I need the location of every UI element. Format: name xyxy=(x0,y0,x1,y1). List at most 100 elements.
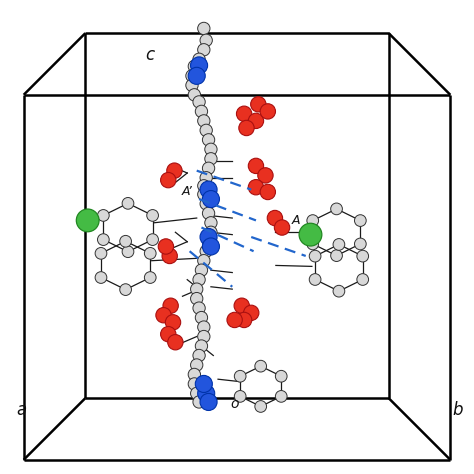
Ellipse shape xyxy=(195,311,208,324)
Ellipse shape xyxy=(275,391,287,402)
Ellipse shape xyxy=(188,67,205,84)
Ellipse shape xyxy=(244,305,259,320)
Ellipse shape xyxy=(191,387,203,400)
Ellipse shape xyxy=(251,97,266,112)
Ellipse shape xyxy=(193,396,205,408)
Ellipse shape xyxy=(191,57,208,74)
Ellipse shape xyxy=(202,134,215,146)
Ellipse shape xyxy=(331,250,342,262)
Ellipse shape xyxy=(200,124,212,137)
Ellipse shape xyxy=(205,143,217,155)
Ellipse shape xyxy=(200,228,217,246)
Ellipse shape xyxy=(202,236,215,248)
Ellipse shape xyxy=(147,234,158,246)
Ellipse shape xyxy=(234,298,249,313)
Ellipse shape xyxy=(188,368,201,381)
Ellipse shape xyxy=(195,375,212,392)
Ellipse shape xyxy=(193,302,205,314)
Ellipse shape xyxy=(198,321,210,333)
Ellipse shape xyxy=(186,79,198,91)
Ellipse shape xyxy=(274,220,290,235)
Ellipse shape xyxy=(198,330,210,343)
Ellipse shape xyxy=(95,247,107,259)
Ellipse shape xyxy=(200,245,212,257)
Ellipse shape xyxy=(188,378,201,390)
Ellipse shape xyxy=(156,308,171,323)
Ellipse shape xyxy=(198,180,210,192)
Ellipse shape xyxy=(205,153,217,165)
Ellipse shape xyxy=(198,44,210,56)
Ellipse shape xyxy=(167,163,182,178)
Ellipse shape xyxy=(205,217,217,229)
Ellipse shape xyxy=(200,34,212,46)
Ellipse shape xyxy=(198,22,210,35)
Ellipse shape xyxy=(98,234,109,246)
Ellipse shape xyxy=(193,53,205,65)
Ellipse shape xyxy=(255,401,266,412)
Ellipse shape xyxy=(161,327,176,342)
Ellipse shape xyxy=(237,312,252,328)
Ellipse shape xyxy=(227,312,242,328)
Ellipse shape xyxy=(205,226,217,238)
Ellipse shape xyxy=(357,250,369,262)
Ellipse shape xyxy=(195,340,208,352)
Text: a: a xyxy=(16,401,27,419)
Ellipse shape xyxy=(145,272,156,283)
Ellipse shape xyxy=(198,255,210,267)
Ellipse shape xyxy=(76,209,99,232)
Ellipse shape xyxy=(355,238,366,250)
Ellipse shape xyxy=(191,283,203,295)
Ellipse shape xyxy=(198,188,210,201)
Ellipse shape xyxy=(333,238,345,250)
Ellipse shape xyxy=(188,60,201,73)
Ellipse shape xyxy=(193,96,205,108)
Ellipse shape xyxy=(95,272,107,283)
Ellipse shape xyxy=(307,215,319,227)
Ellipse shape xyxy=(198,115,210,127)
Ellipse shape xyxy=(122,198,134,209)
Ellipse shape xyxy=(193,273,205,286)
Ellipse shape xyxy=(239,120,254,136)
Ellipse shape xyxy=(162,248,177,264)
Ellipse shape xyxy=(202,191,219,208)
Ellipse shape xyxy=(188,89,201,101)
Ellipse shape xyxy=(120,236,131,247)
Ellipse shape xyxy=(122,246,134,257)
Ellipse shape xyxy=(202,207,215,219)
Ellipse shape xyxy=(307,238,319,250)
Ellipse shape xyxy=(331,203,342,215)
Text: b: b xyxy=(452,401,463,419)
Text: o: o xyxy=(230,397,239,411)
Ellipse shape xyxy=(357,273,369,285)
Ellipse shape xyxy=(98,210,109,221)
Ellipse shape xyxy=(309,273,321,285)
Text: c: c xyxy=(145,46,154,64)
Ellipse shape xyxy=(195,105,208,118)
Ellipse shape xyxy=(200,181,217,198)
Ellipse shape xyxy=(333,285,345,297)
Ellipse shape xyxy=(258,168,273,183)
Ellipse shape xyxy=(237,106,252,121)
Ellipse shape xyxy=(309,250,321,262)
Ellipse shape xyxy=(195,264,208,276)
Ellipse shape xyxy=(200,198,212,210)
Ellipse shape xyxy=(202,238,219,255)
Ellipse shape xyxy=(260,104,275,119)
Ellipse shape xyxy=(145,247,156,259)
Ellipse shape xyxy=(191,292,203,305)
Ellipse shape xyxy=(200,393,217,410)
Ellipse shape xyxy=(248,180,264,195)
Ellipse shape xyxy=(234,370,246,382)
Ellipse shape xyxy=(120,284,131,295)
Ellipse shape xyxy=(202,162,215,174)
Ellipse shape xyxy=(163,298,178,313)
Ellipse shape xyxy=(161,173,176,188)
Text: A’: A’ xyxy=(182,185,192,199)
Ellipse shape xyxy=(355,215,366,227)
Ellipse shape xyxy=(186,70,198,82)
Ellipse shape xyxy=(200,172,212,184)
Ellipse shape xyxy=(147,210,158,221)
Ellipse shape xyxy=(260,184,275,200)
Ellipse shape xyxy=(193,349,205,362)
Ellipse shape xyxy=(248,113,264,128)
